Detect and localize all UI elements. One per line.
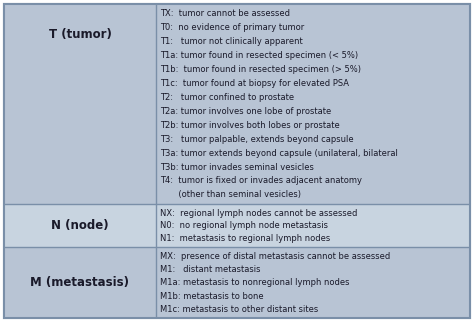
- Text: (other than seminal vesicles): (other than seminal vesicles): [160, 190, 301, 199]
- Text: T3a: tumor extends beyond capsule (unilateral, bilateral: T3a: tumor extends beyond capsule (unila…: [160, 149, 398, 157]
- Text: N1:  metastasis to regional lymph nodes: N1: metastasis to regional lymph nodes: [160, 234, 330, 243]
- Text: M1b: metastasis to bone: M1b: metastasis to bone: [160, 292, 264, 301]
- Bar: [4, 4, 470, 204]
- Text: NX:  regional lymph nodes cannot be assessed: NX: regional lymph nodes cannot be asses…: [160, 209, 357, 218]
- Bar: [4, 247, 470, 318]
- Text: T1a: tumor found in resected specimen (< 5%): T1a: tumor found in resected specimen (<…: [160, 51, 358, 60]
- Text: T1c:  tumor found at biopsy for elevated PSA: T1c: tumor found at biopsy for elevated …: [160, 79, 349, 88]
- Text: T2a: tumor involves one lobe of prostate: T2a: tumor involves one lobe of prostate: [160, 107, 331, 116]
- Text: M1a: metastasis to nonregional lymph nodes: M1a: metastasis to nonregional lymph nod…: [160, 278, 349, 287]
- Text: T (tumor): T (tumor): [48, 28, 111, 41]
- Text: MX:  presence of distal metastasis cannot be assessed: MX: presence of distal metastasis cannot…: [160, 252, 390, 261]
- Text: T3:   tumor palpable, extends beyond capsule: T3: tumor palpable, extends beyond capsu…: [160, 135, 354, 144]
- Text: T2b: tumor involves both lobes or prostate: T2b: tumor involves both lobes or prosta…: [160, 121, 340, 130]
- Text: M1:   distant metastasis: M1: distant metastasis: [160, 265, 261, 274]
- Text: T1:   tumor not clinically apparent: T1: tumor not clinically apparent: [160, 37, 303, 46]
- Text: M (metastasis): M (metastasis): [30, 276, 129, 289]
- Text: T1b:  tumor found in resected specimen (> 5%): T1b: tumor found in resected specimen (>…: [160, 65, 361, 74]
- Text: N (node): N (node): [51, 219, 109, 232]
- Text: M1c: metastasis to other distant sites: M1c: metastasis to other distant sites: [160, 305, 318, 314]
- Text: T0:  no evidence of primary tumor: T0: no evidence of primary tumor: [160, 24, 304, 33]
- Text: T3b: tumor invades seminal vesicles: T3b: tumor invades seminal vesicles: [160, 163, 314, 172]
- Bar: [4, 204, 470, 247]
- Text: N0:  no regional lymph node metastasis: N0: no regional lymph node metastasis: [160, 221, 328, 230]
- Text: T4:  tumor is fixed or invades adjacent anatomy: T4: tumor is fixed or invades adjacent a…: [160, 176, 362, 185]
- Text: T2:   tumor confined to prostate: T2: tumor confined to prostate: [160, 93, 294, 102]
- Text: TX:  tumor cannot be assessed: TX: tumor cannot be assessed: [160, 9, 290, 18]
